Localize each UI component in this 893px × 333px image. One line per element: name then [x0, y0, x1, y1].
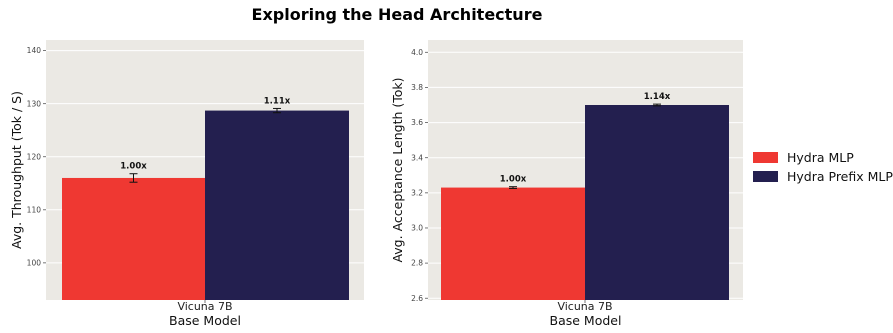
- acceptance-ytick-label: 2.6: [411, 294, 423, 303]
- throughput-category-label: Vicuna 7B: [177, 300, 232, 313]
- throughput-ytick-label: 140: [27, 46, 42, 55]
- legend-label-hydra-prefix-mlp: Hydra Prefix MLP: [787, 169, 893, 184]
- acceptance-ytick-label: 3.6: [411, 118, 423, 127]
- throughput-bar-hydra-mlp: [62, 177, 205, 300]
- acceptance-ytick-label: 3.2: [411, 188, 423, 197]
- legend-label-hydra-mlp: Hydra MLP: [787, 150, 854, 165]
- acceptance-ytick-label: 3.8: [411, 83, 423, 92]
- acceptance-y-axis-label: Avg. Acceptance Length (Tok): [390, 77, 405, 262]
- acceptance-bar-hydra-mlp: [441, 187, 585, 300]
- acceptance-ytick-label: 3.0: [411, 224, 423, 233]
- acceptance-ytick-label: 2.8: [411, 259, 423, 268]
- throughput-data-label-hydra-prefix-mlp: 1.11x: [264, 96, 291, 106]
- legend: Hydra MLP Hydra Prefix MLP: [753, 150, 893, 184]
- acceptance-data-label-hydra-prefix-mlp: 1.14x: [644, 92, 671, 102]
- acceptance-x-axis-label: Base Model: [550, 313, 622, 328]
- throughput-x-axis-label: Base Model: [169, 313, 241, 328]
- throughput-ytick-label: 110: [27, 205, 42, 214]
- throughput-ytick-label: 100: [27, 258, 42, 267]
- throughput-bar-hydra-prefix-mlp: [205, 110, 349, 300]
- chart-title: Exploring the Head Architecture: [252, 5, 543, 24]
- acceptance-data-label-hydra-mlp: 1.00x: [500, 175, 527, 185]
- throughput-data-label-hydra-mlp: 1.00x: [120, 162, 147, 172]
- acceptance-ytick-label: 4.0: [411, 48, 423, 57]
- legend-swatch-hydra-mlp: [753, 152, 778, 163]
- acceptance-length-panel: 2.6 2.8 3.0 3.2 3.4 3.6 3.8 4.0 1.00x 1.14x Vicuna…: [390, 40, 743, 328]
- throughput-ytick-label: 120: [27, 152, 42, 161]
- throughput-ytick-label: 130: [27, 99, 42, 108]
- legend-swatch-hydra-prefix-mlp: [753, 171, 778, 182]
- acceptance-category-label: Vicuna 7B: [557, 300, 612, 313]
- throughput-y-axis-label: Avg. Throughput (Tok / S): [9, 91, 24, 249]
- acceptance-bar-hydra-prefix-mlp: [585, 105, 729, 300]
- acceptance-ytick-label: 3.4: [411, 153, 423, 162]
